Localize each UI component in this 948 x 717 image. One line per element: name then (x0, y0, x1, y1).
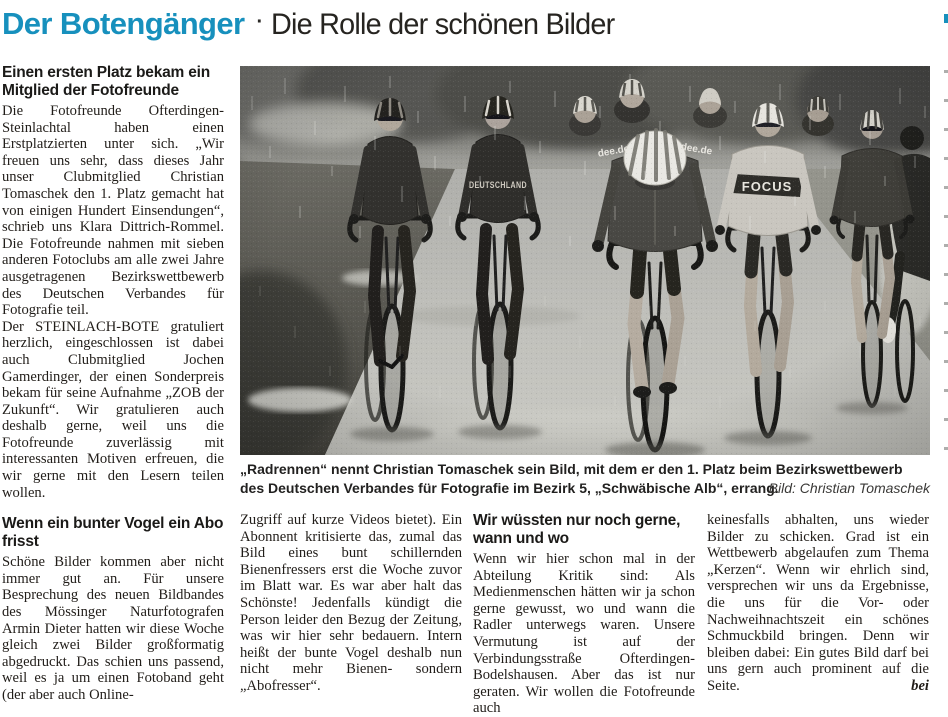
paragraph: Die Fotofreunde Ofterdingen-Steinlachtal… (2, 103, 224, 319)
article-column-3: Wir wüssten nur noch gerne, wann und wo … (473, 512, 695, 716)
page-edge-blue-fragment (944, 14, 948, 23)
paragraph: Zugriff auf kurze Videos bietet). Ein Ab… (240, 512, 462, 694)
photo-caption: „Radrennen“ nennt Christian Tomaschek se… (240, 460, 930, 497)
paragraph: keinesfalls abhalten, uns wieder Bilder … (707, 512, 929, 695)
subhead-bunter-vogel: Wenn ein bunter Vogel ein Abo frisst (2, 515, 224, 551)
subhead-first-place: Einen ersten Platz bekam ein Mitglied de… (2, 64, 211, 99)
article-column-4: keinesfalls abhalten, uns wieder Bilder … (707, 512, 929, 709)
article-column-2: Zugriff auf kurze Videos bietet). Ein Ab… (240, 512, 462, 709)
paragraph-text: keinesfalls abhalten, uns wieder Bilder … (707, 512, 929, 694)
article-header: Der Botengänger · Die Rolle der schönen Bi… (2, 6, 932, 42)
page-edge-text-fragments (944, 70, 948, 470)
kicker-separator-dot: · (256, 11, 264, 33)
paragraph: Der STEINLACH-BOTE gratuliert herzlich, … (2, 318, 224, 501)
race-photo: DEUTSCHLAND dee.de dee.de FOCUS (240, 66, 930, 455)
subhead-wann-und-wo: Wir wüssten nur noch gerne, wann und wo (473, 512, 681, 547)
photo-caption-text: „Radrennen“ nennt Christian Tomaschek se… (240, 461, 903, 496)
column-kicker: Der Botengänger (2, 6, 245, 41)
photo-credit: Bild: Christian Tomaschek (768, 479, 930, 496)
author-initials: bei (911, 677, 929, 694)
article-column-1: Einen ersten Platz bekam ein Mitglied de… (2, 64, 224, 709)
paragraph: Wenn wir hier schon mal in der Abteilung… (473, 551, 695, 717)
page-title: Die Rolle der schönen Bilder (271, 8, 615, 41)
paragraph: Schöne Bilder kommen aber nicht immer gu… (2, 554, 224, 703)
race-photo-illustration: DEUTSCHLAND dee.de dee.de FOCUS (240, 66, 930, 455)
